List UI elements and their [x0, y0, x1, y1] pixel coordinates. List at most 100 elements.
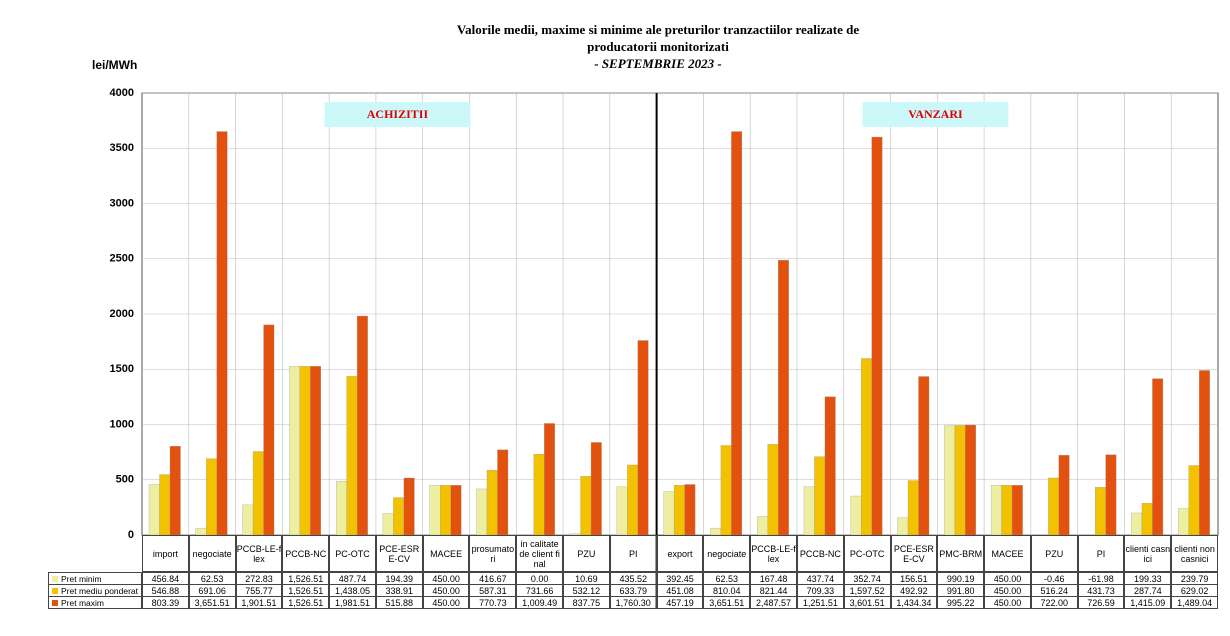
bar [803, 486, 815, 535]
x-tick-label: PCCB-NC [796, 535, 844, 572]
legend-swatch [52, 587, 58, 594]
bar [814, 456, 826, 535]
bar [684, 484, 696, 535]
legend-label: Pret mediu ponderat [61, 585, 139, 596]
y-tick-label: 2500 [110, 253, 134, 265]
legend-label: Pret maxim [61, 597, 104, 608]
bar [627, 464, 638, 535]
bar [1141, 503, 1153, 535]
table-value: 3,601.51 [843, 596, 891, 609]
chart-subtitle: - SEPTEMBRIE 2023 - [594, 56, 722, 71]
bar [289, 366, 300, 535]
x-tick-label: PZU [1030, 535, 1078, 572]
table-value: 722.00 [1030, 596, 1078, 609]
bar [1105, 454, 1117, 535]
table-value: 450.00 [422, 596, 470, 609]
table-value: 1,251.51 [796, 596, 844, 609]
legend-swatch [52, 575, 58, 582]
bar [533, 454, 545, 535]
table-value: 3,651.51 [188, 596, 236, 609]
table-value: 2,487.57 [750, 596, 797, 609]
bar [486, 469, 498, 535]
bar [850, 495, 862, 535]
bar [346, 375, 358, 535]
y-tick-label: 1500 [110, 363, 134, 375]
bar [310, 366, 321, 535]
x-tick-label: PI [609, 535, 657, 572]
table-value: 1,526.51 [282, 596, 330, 609]
x-tick-label: negociate [703, 535, 751, 572]
bar [673, 485, 685, 535]
bar [403, 477, 415, 535]
bar [580, 476, 592, 535]
bar [731, 131, 743, 535]
table-value: 1,415.09 [1124, 596, 1172, 609]
table-value: 1,901.51 [235, 596, 283, 609]
bar [263, 324, 275, 535]
table-value: 450.00 [984, 596, 1031, 609]
bar [1178, 508, 1189, 535]
bar [1001, 485, 1013, 535]
x-tick-label: PI [1077, 535, 1125, 572]
bar [382, 513, 394, 535]
bar [252, 451, 264, 535]
bar [440, 485, 451, 535]
bar [216, 131, 228, 535]
x-tick-label: clienti noncasnici [1171, 535, 1218, 572]
table-value: 1,434.34 [890, 596, 938, 609]
bar [1011, 485, 1023, 535]
y-tick-label: 1000 [110, 418, 134, 430]
x-tick-label: import [142, 535, 189, 572]
table-value: 1,489.04 [1171, 596, 1218, 609]
bar [663, 491, 675, 535]
bar [954, 425, 966, 535]
bar [616, 486, 628, 535]
bar [871, 136, 883, 535]
x-tick-label: PZU [563, 535, 610, 572]
bar [1199, 370, 1210, 535]
bar [907, 480, 919, 535]
bar [1048, 477, 1060, 535]
annotation-box [862, 102, 1009, 127]
bar [767, 444, 779, 535]
table-value: 1,009.49 [516, 596, 564, 609]
bar [778, 259, 789, 535]
table-value: 3,651.51 [703, 596, 751, 609]
annotation: ACHIZITII [367, 107, 429, 121]
bar [335, 480, 347, 535]
y-tick-label: 500 [116, 474, 134, 486]
bar [148, 484, 160, 535]
bars [148, 131, 1210, 535]
x-tick-label: PCCB-LE-flex [750, 535, 797, 572]
x-tick-label: MACEE [422, 535, 470, 572]
x-tick-label: PCE-ESRE-CV [890, 535, 938, 572]
bar [1188, 465, 1200, 535]
bar [393, 497, 405, 535]
table-value: 837.75 [563, 596, 610, 609]
bar [159, 474, 171, 535]
x-tick-label: PCE-ESRE-CV [375, 535, 423, 572]
bar [476, 488, 488, 535]
bar [169, 446, 181, 535]
bar [637, 340, 649, 535]
bar [897, 517, 909, 535]
bar [1152, 378, 1164, 535]
table-value: 803.39 [142, 596, 189, 609]
bar [990, 485, 1002, 535]
x-tick-label: clienti casnici [1124, 535, 1172, 572]
x-tick-label: MACEE [984, 535, 1031, 572]
bar [710, 527, 722, 535]
x-tick-label: PCCB-LE-flex [235, 535, 283, 572]
bar [720, 445, 732, 535]
chart-title: Valorile medii, maxime si minime ale pre… [457, 22, 859, 37]
chart-title: producatorii monitorizati [587, 39, 729, 54]
bar [1131, 512, 1143, 535]
bar [1058, 455, 1070, 535]
table-value: 995.22 [937, 596, 985, 609]
x-tick-label: prosumatori [469, 535, 517, 572]
table-value: 726.59 [1077, 596, 1125, 609]
bar [497, 449, 509, 535]
table-value: 457.19 [656, 596, 704, 609]
bar [242, 504, 254, 535]
